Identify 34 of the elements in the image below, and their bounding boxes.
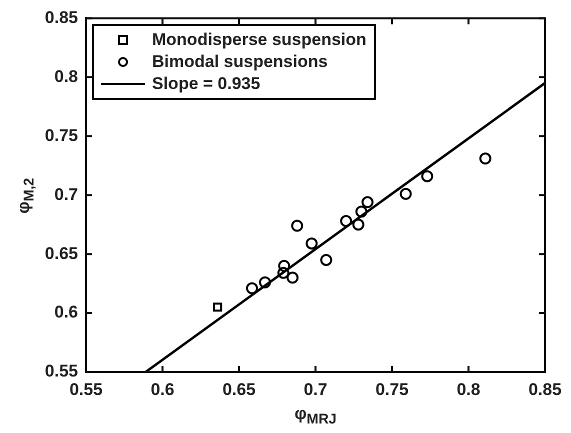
y-tick-label: 0.55 [44,362,78,381]
point [400,188,412,200]
legend-label: Monodisperse suspension [152,30,366,50]
point [278,260,290,272]
y-tick-label: 0.75 [44,126,78,145]
x-tick-label: 0.6 [150,380,174,399]
point [277,266,290,279]
legend-label: Bimodal suspensions [152,52,328,72]
point [306,237,318,250]
y-tick-label: 0.65 [44,244,78,263]
y-tick-label: 0.6 [54,302,78,322]
point [421,170,434,182]
x-axis-title: φ$_{MRJ}$ [294,404,337,428]
x-tick-label: 0.55 [69,380,103,399]
x-tick-label: 0.7 [304,380,328,399]
y-tick-label: 0.85 [44,8,78,27]
point [362,196,374,208]
point [355,206,368,218]
point [286,272,299,284]
y-tick-label: 0.8 [54,66,78,86]
legend-label: Slope = 0.935 [152,74,260,94]
point [291,220,304,232]
x-tick-label: 0.75 [375,380,409,399]
point [340,215,352,228]
point [246,282,258,294]
point [213,302,222,312]
point [352,218,364,231]
x-tick-label: 0.85 [528,380,562,399]
point [479,152,492,165]
point [259,276,272,288]
y-tick-label: 0.7 [54,184,78,204]
point [320,254,332,266]
x-tick-label: 0.65 [222,380,256,399]
x-tick-label: 0.8 [456,380,480,399]
